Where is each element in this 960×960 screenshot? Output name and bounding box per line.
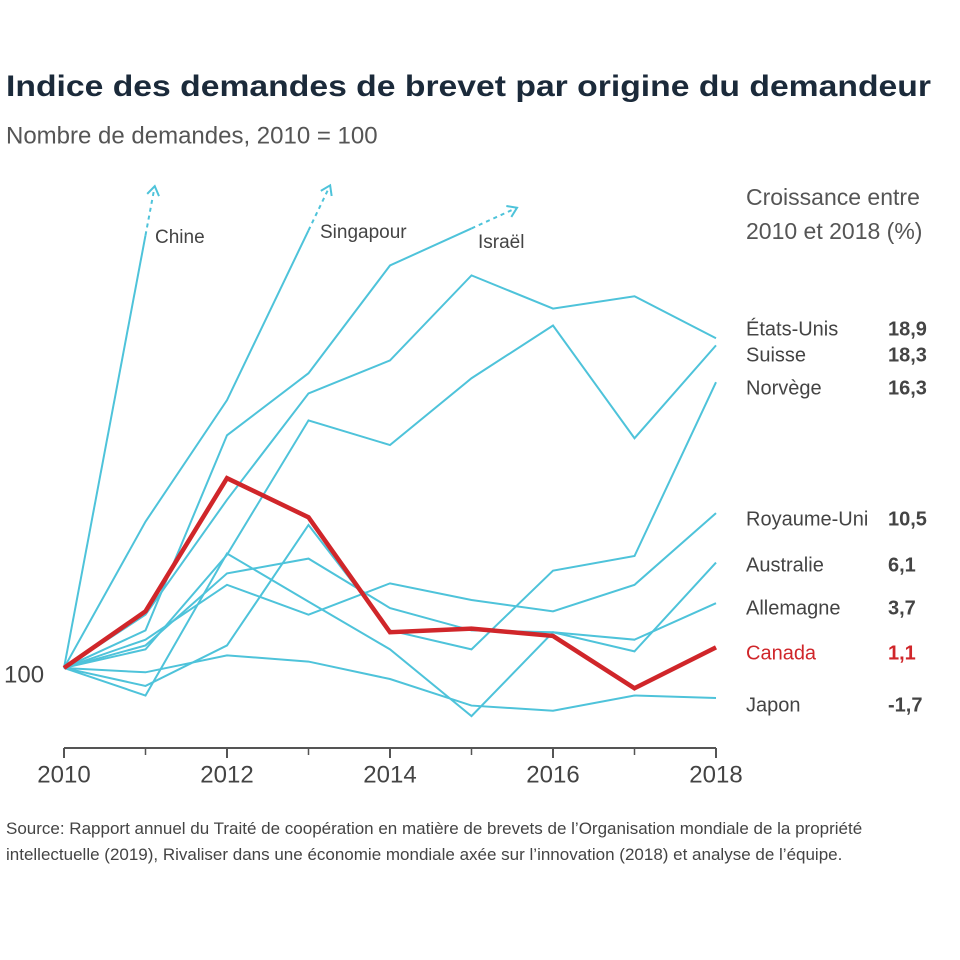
series-label: Israël <box>478 232 524 253</box>
x-tick-label: 2018 <box>689 761 742 788</box>
growth-title: 2010 et 2018 (%) <box>746 218 922 244</box>
series-label: Chine <box>155 227 205 248</box>
x-tick-label: 2012 <box>200 761 253 788</box>
legend-label: Royaume-Uni <box>746 508 868 530</box>
series-line <box>64 235 146 668</box>
y-tick-label: 100 <box>4 661 44 688</box>
growth-value: 18,3 <box>888 344 927 366</box>
series-line <box>64 553 716 716</box>
growth-value: 1,1 <box>888 642 916 664</box>
x-tick-label: 2010 <box>37 761 90 788</box>
series-line <box>64 655 716 710</box>
series-line <box>64 559 716 668</box>
source-note: Source: Rapport annuel du Traité de coop… <box>6 816 951 868</box>
legend-label: Canada <box>746 642 817 664</box>
series-line <box>64 382 716 686</box>
series-label: Singapour <box>320 222 407 243</box>
x-tick-label: 2014 <box>363 761 416 788</box>
chart-subtitle: Nombre de demandes, 2010 = 100 <box>6 122 378 149</box>
legend-label: États-Unis <box>746 317 838 340</box>
growth-value: 18,9 <box>888 318 927 340</box>
growth-value: -1,7 <box>888 694 922 716</box>
growth-value: 6,1 <box>888 554 916 576</box>
chart-title: Indice des demandes de brevet par origin… <box>6 70 931 103</box>
continuation-arrow <box>472 208 518 229</box>
growth-value: 16,3 <box>888 377 927 399</box>
x-tick-label: 2016 <box>526 761 579 788</box>
legend-label: Suisse <box>746 344 806 366</box>
growth-value: 3,7 <box>888 597 916 619</box>
legend-label: Japon <box>746 694 801 716</box>
legend-label: Australie <box>746 554 824 576</box>
growth-value: 10,5 <box>888 508 927 530</box>
legend-label: Norvège <box>746 377 822 399</box>
growth-title: Croissance entre <box>746 184 920 210</box>
legend-label: Allemagne <box>746 597 841 619</box>
